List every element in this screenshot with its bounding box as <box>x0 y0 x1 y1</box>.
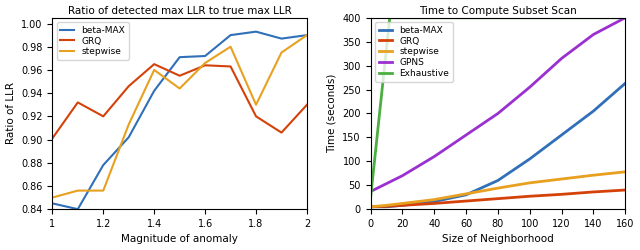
beta-MAX <box>494 179 502 182</box>
stepwise <box>558 178 566 180</box>
Line: GRQ: GRQ <box>371 190 625 207</box>
GPNS <box>462 134 470 136</box>
stepwise <box>399 202 406 205</box>
Line: Exhaustive: Exhaustive <box>371 18 625 197</box>
GPNS <box>621 16 629 19</box>
GRQ <box>176 74 184 77</box>
stepwise <box>462 192 470 195</box>
Exhaustive <box>386 16 394 19</box>
GPNS <box>431 155 438 158</box>
Exhaustive <box>367 196 374 199</box>
stepwise <box>621 170 629 173</box>
GPNS <box>367 190 374 193</box>
GRQ <box>462 200 470 202</box>
beta-MAX <box>252 30 260 33</box>
Line: GPNS: GPNS <box>371 18 625 192</box>
Line: GRQ: GRQ <box>52 64 307 138</box>
stepwise <box>494 186 502 190</box>
Exhaustive <box>621 16 629 19</box>
beta-MAX <box>227 34 234 37</box>
GRQ <box>399 204 406 207</box>
GPNS <box>494 112 502 115</box>
stepwise <box>589 174 597 177</box>
stepwise <box>303 34 311 37</box>
beta-MAX <box>74 208 82 211</box>
Title: Time to Compute Subset Scan: Time to Compute Subset Scan <box>419 6 577 16</box>
stepwise <box>125 123 132 126</box>
beta-MAX <box>176 56 184 59</box>
Y-axis label: Ratio of LLR: Ratio of LLR <box>6 82 15 144</box>
stepwise <box>49 196 56 199</box>
GRQ <box>526 195 534 198</box>
GRQ <box>367 205 374 208</box>
GRQ <box>278 131 285 134</box>
GPNS <box>589 33 597 36</box>
Legend: beta-MAX, GRQ, stepwise: beta-MAX, GRQ, stepwise <box>57 22 129 60</box>
beta-MAX <box>278 37 285 40</box>
Line: stepwise: stepwise <box>371 172 625 207</box>
beta-MAX <box>201 54 209 58</box>
beta-MAX <box>367 205 374 208</box>
GPNS <box>558 57 566 60</box>
stepwise <box>367 205 374 208</box>
stepwise <box>74 189 82 192</box>
beta-MAX <box>431 200 438 203</box>
stepwise <box>150 68 158 71</box>
beta-MAX <box>462 193 470 196</box>
Exhaustive <box>387 16 395 19</box>
Line: beta-MAX: beta-MAX <box>371 83 625 207</box>
beta-MAX <box>621 82 629 85</box>
stepwise <box>201 62 209 64</box>
stepwise <box>278 51 285 54</box>
X-axis label: Size of Neighborhood: Size of Neighborhood <box>442 234 554 244</box>
GRQ <box>74 101 82 104</box>
GRQ <box>49 137 56 140</box>
GRQ <box>494 197 502 200</box>
Y-axis label: Time (seconds): Time (seconds) <box>327 74 337 153</box>
GRQ <box>99 115 107 118</box>
Line: beta-MAX: beta-MAX <box>52 32 307 209</box>
GRQ <box>252 115 260 118</box>
GPNS <box>399 174 406 177</box>
GRQ <box>431 202 438 205</box>
Legend: beta-MAX, GRQ, stepwise, GPNS, Exhaustive: beta-MAX, GRQ, stepwise, GPNS, Exhaustiv… <box>375 22 453 82</box>
Title: Ratio of detected max LLR to true max LLR: Ratio of detected max LLR to true max LL… <box>68 6 291 16</box>
GRQ <box>125 85 132 88</box>
stepwise <box>227 45 234 48</box>
GRQ <box>303 103 311 106</box>
stepwise <box>252 103 260 106</box>
stepwise <box>383 204 390 207</box>
beta-MAX <box>558 134 566 136</box>
beta-MAX <box>303 34 311 37</box>
beta-MAX <box>49 202 56 205</box>
GRQ <box>621 188 629 192</box>
beta-MAX <box>589 110 597 112</box>
beta-MAX <box>99 164 107 166</box>
GRQ <box>150 63 158 66</box>
beta-MAX <box>383 205 390 208</box>
stepwise <box>176 87 184 90</box>
GRQ <box>558 193 566 196</box>
beta-MAX <box>526 158 534 160</box>
beta-MAX <box>150 89 158 92</box>
Line: stepwise: stepwise <box>52 35 307 198</box>
GRQ <box>227 65 234 68</box>
GRQ <box>589 190 597 194</box>
GPNS <box>526 86 534 88</box>
stepwise <box>99 189 107 192</box>
stepwise <box>431 198 438 201</box>
beta-MAX <box>125 136 132 139</box>
GRQ <box>201 64 209 67</box>
X-axis label: Magnitude of anomaly: Magnitude of anomaly <box>121 234 238 244</box>
beta-MAX <box>399 204 406 207</box>
stepwise <box>526 181 534 184</box>
GRQ <box>383 205 390 208</box>
